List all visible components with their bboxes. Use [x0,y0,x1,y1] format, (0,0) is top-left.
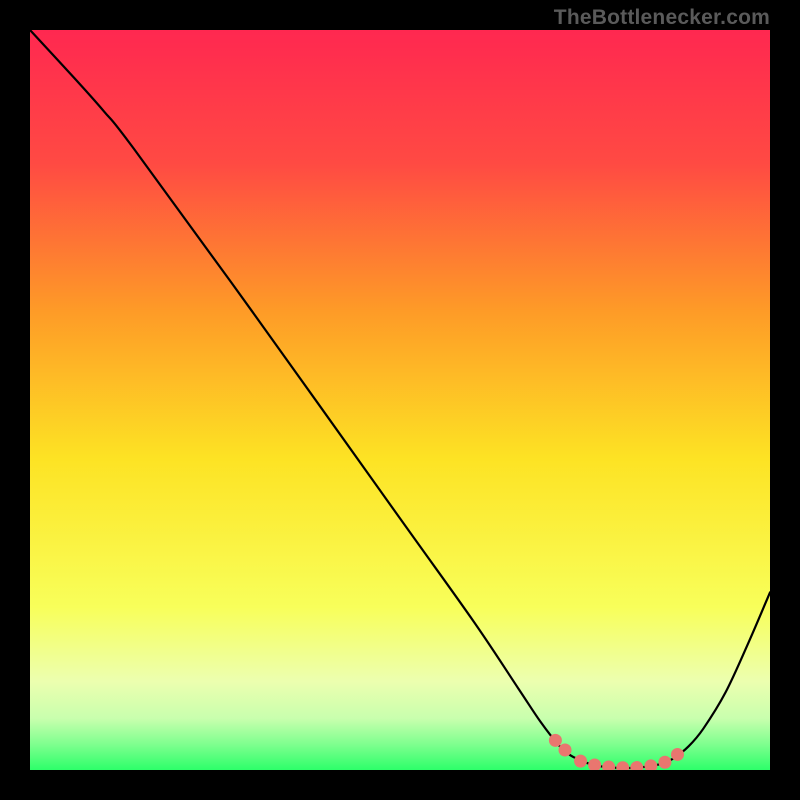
chart-svg [30,30,770,770]
valley-marker [658,756,671,769]
valley-marker [559,744,572,757]
valley-marker [549,734,562,747]
valley-marker [671,748,684,761]
chart-plot-area [30,30,770,770]
watermark-text: TheBottlenecker.com [554,6,770,30]
valley-marker [574,755,587,768]
chart-background [30,30,770,770]
